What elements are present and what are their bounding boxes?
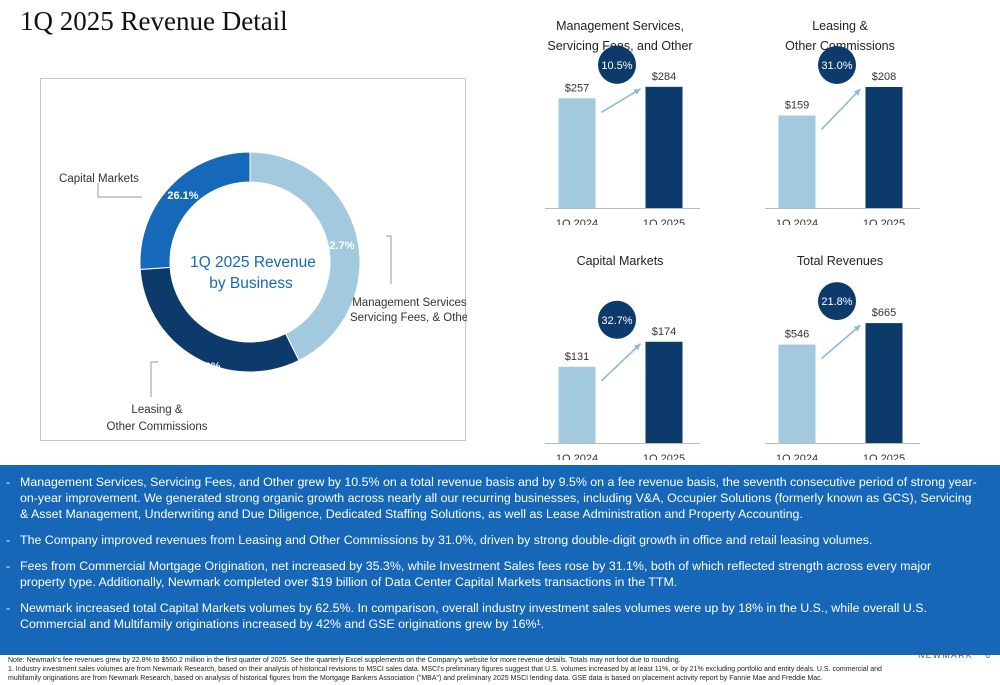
bullet-dash: - [6, 601, 11, 615]
segment-label: Other Commissions [107, 421, 208, 433]
chart-subtitle: Other Commissions [785, 39, 895, 53]
brand-wordmark: NEWMARK [918, 650, 973, 660]
growth-percent: 32.7% [601, 315, 632, 327]
growth-arrow-head [633, 88, 641, 95]
category-label: 1Q 2025 [863, 218, 905, 225]
leader-line [150, 361, 158, 397]
growth-arrow [820, 88, 862, 131]
segment-pct-label: 42.7% [323, 240, 354, 252]
donut-chart-panel: 1Q 2025 Revenue by Business 42.7% 31.3% … [40, 78, 467, 441]
bar [865, 323, 903, 443]
growth-badge [598, 45, 636, 84]
donut-chart: 1Q 2025 Revenue by Business 42.7% 31.3% … [59, 151, 467, 433]
bullet-dash: - [6, 533, 11, 547]
category-label: 1Q 2024 [776, 218, 818, 225]
segment-pct-label: 26.1% [167, 190, 198, 202]
bar-value-label: $131 [565, 351, 589, 363]
bar-value-label: $208 [872, 71, 896, 83]
category-label: 1Q 2025 [643, 218, 685, 225]
bar-chart-svg: Capital Markets $131 1Q 2024 $174 1Q 2025 32.… [545, 254, 700, 460]
footnote-note: Note: Newmark's fee revenues grew by 22.… [8, 657, 681, 664]
bar-chart-leasing: Leasing & Other Commissions $159 1Q 2024 $20… [735, 15, 945, 225]
donut-segment [139, 151, 251, 270]
bar-chart-svg: Management Services, Servicing Fees, and … [545, 19, 700, 225]
bullet-text: Newmark increased total Capital Markets … [20, 601, 927, 631]
bar-value-label: $257 [565, 82, 589, 94]
segment-label: Management Services, [352, 297, 467, 309]
bar [645, 86, 683, 208]
growth-percent: 31.0% [821, 60, 852, 72]
donut-segment [249, 151, 361, 362]
footnote-1: 1. Industry investment sales volumes are… [8, 666, 882, 682]
commentary-panel: - Management Services, Servicing Fees, a… [0, 465, 1000, 655]
segment-label: Capital Markets [59, 173, 139, 185]
growth-arrow [820, 324, 862, 360]
chart-title: Management Services, [556, 19, 684, 33]
bar-value-label: $174 [652, 326, 676, 338]
bar-value-label: $159 [785, 99, 809, 111]
bullet-item: - Management Services, Servicing Fees, a… [6, 474, 980, 522]
bar [558, 98, 596, 208]
bar [558, 366, 596, 443]
bullet-dash: - [6, 559, 11, 573]
page-title: 1Q 2025 Revenue Detail [20, 6, 288, 36]
bar [645, 341, 683, 443]
chart-subtitle: Servicing Fees, and Other [547, 39, 692, 53]
bullet-item: - Newmark increased total Capital Market… [6, 600, 980, 632]
bar [865, 86, 903, 208]
growth-percent: 10.5% [601, 60, 632, 72]
chart-title: Leasing & [812, 19, 868, 33]
growth-arrow-head [633, 343, 641, 351]
growth-arrow [600, 343, 642, 382]
footnotes: Note: Newmark's fee revenues grew by 22.… [8, 656, 908, 683]
bullet-item: - Fees from Commercial Mortgage Originat… [6, 558, 980, 590]
leader-line [386, 235, 392, 284]
page-number: 6 [985, 650, 990, 660]
bar [778, 344, 816, 443]
bullet-text: Fees from Commercial Mortgage Originatio… [20, 559, 932, 589]
donut-center-subtitle: by Business [209, 275, 293, 292]
category-label: 1Q 2025 [863, 453, 905, 460]
donut-center-title: 1Q 2025 Revenue [190, 254, 316, 271]
segment-pct-label: 31.3% [189, 361, 220, 373]
bullet-text: The Company improved revenues from Leasi… [20, 533, 873, 547]
category-label: 1Q 2024 [556, 218, 598, 225]
growth-arrow-head [853, 88, 861, 96]
bar-value-label: $546 [785, 329, 809, 341]
category-label: 1Q 2024 [776, 453, 818, 460]
leader-line [97, 183, 142, 198]
bar-chart-svg: Leasing & Other Commissions $159 1Q 2024 $20… [765, 19, 920, 225]
segment-label: Servicing Fees, & Other [350, 312, 467, 324]
bullet-dash: - [6, 475, 11, 489]
bar-chart-svg: Total Revenues $546 1Q 2024 $665 1Q 2025 21.8… [765, 254, 920, 460]
growth-badge [818, 282, 856, 321]
growth-badge [598, 300, 636, 339]
bar-value-label: $284 [652, 71, 676, 83]
chart-title: Total Revenues [797, 254, 883, 268]
bar-chart-total-revenues: Total Revenues $546 1Q 2024 $665 1Q 2025 21.8… [735, 250, 945, 460]
category-label: 1Q 2025 [643, 453, 685, 460]
segment-label: Leasing & [131, 404, 182, 416]
chart-title: Capital Markets [577, 254, 664, 268]
growth-arrow-head [853, 325, 861, 332]
category-label: 1Q 2024 [556, 453, 598, 460]
bullet-text: Management Services, Servicing Fees, and… [20, 475, 977, 521]
bar-value-label: $665 [872, 307, 896, 319]
growth-badge [818, 45, 856, 84]
bar-chart-management-services: Management Services, Servicing Fees, and … [515, 15, 725, 225]
bar-chart-capital-markets: Capital Markets $131 1Q 2024 $174 1Q 2025 32.… [515, 250, 725, 460]
growth-percent: 21.8% [821, 296, 852, 308]
bar [778, 115, 816, 208]
bullet-item: - The Company improved revenues from Lea… [6, 532, 980, 548]
growth-arrow [601, 88, 641, 114]
